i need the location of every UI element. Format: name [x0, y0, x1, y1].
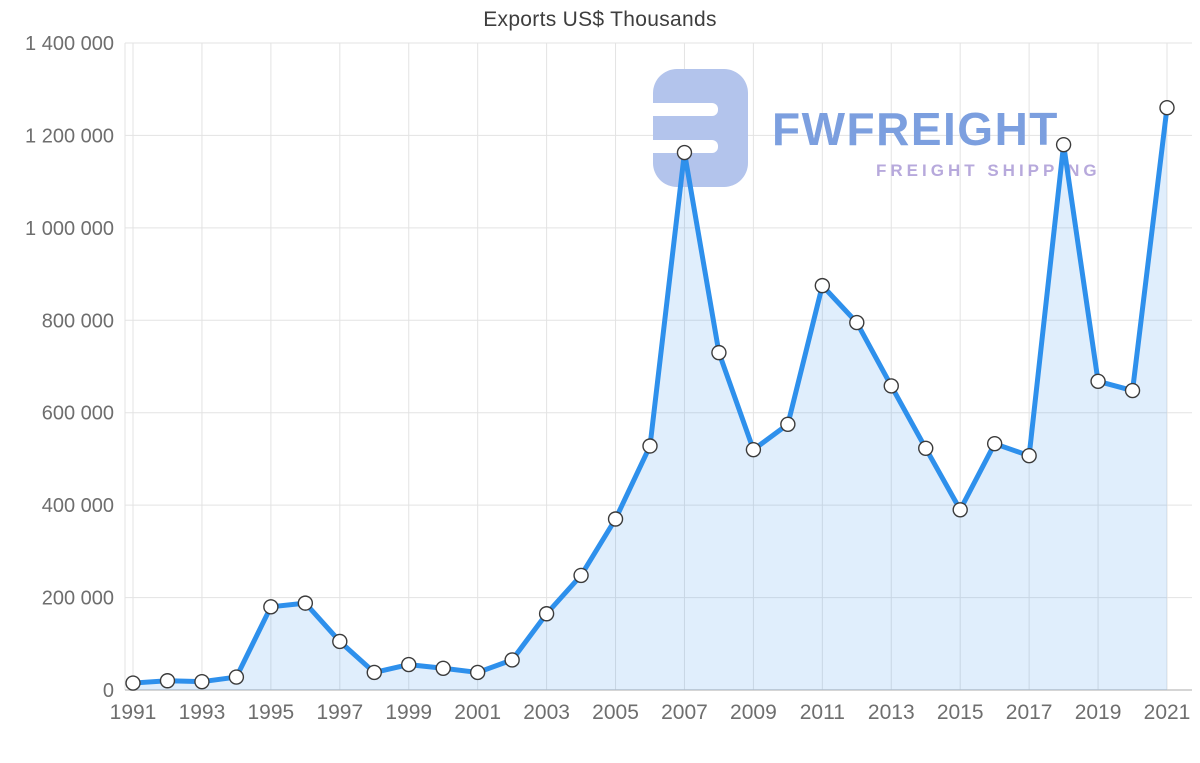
y-tick-label: 400 000 — [42, 495, 114, 517]
x-tick-label: 2021 — [1144, 701, 1191, 724]
x-tick-label: 1997 — [316, 701, 363, 724]
y-tick-label: 0 — [103, 680, 114, 702]
data-point-marker — [297, 595, 314, 611]
data-point-marker — [676, 144, 693, 161]
data-point-marker — [228, 669, 245, 685]
data-point-marker — [780, 416, 796, 432]
x-tick-label: 2003 — [523, 701, 570, 724]
data-point-marker — [1055, 136, 1072, 153]
data-point-marker — [642, 438, 658, 454]
data-point-marker — [1159, 99, 1175, 116]
x-tick-label: 1993 — [179, 701, 226, 724]
data-point-marker — [194, 673, 210, 690]
x-tick-label: 2005 — [592, 701, 639, 724]
data-point-marker — [366, 664, 382, 681]
gridlines — [124, 42, 1192, 691]
data-point-marker — [952, 502, 968, 518]
x-axis-labels: 1991 1993 1995 1997 1999 2001 2003 2005 2007 2009… — [110, 701, 1191, 724]
data-point-marker — [401, 656, 417, 673]
y-tick-label: 1 000 000 — [25, 218, 114, 240]
data-point-marker — [573, 567, 589, 584]
data-point-marker — [332, 633, 348, 650]
x-tick-label: 2019 — [1075, 701, 1122, 724]
chart-title: Exports US$ Thousands — [483, 8, 717, 31]
x-tick-label: 2013 — [868, 701, 915, 724]
watermark-tagline: FREIGHT SHIPPING — [876, 161, 1101, 180]
y-tick-label: 200 000 — [42, 588, 114, 610]
y-axis-labels: 0 200 000 400 000 600 000 800 000 1 000 000 1 … — [25, 33, 114, 702]
data-point-marker — [849, 314, 865, 331]
data-point-marker — [918, 440, 934, 456]
x-tick-label: 2011 — [800, 701, 845, 724]
y-tick-label: 1 400 000 — [25, 33, 114, 55]
data-point-marker — [745, 441, 762, 458]
data-point-marker — [986, 435, 1003, 452]
data-point-marker — [1021, 447, 1037, 464]
data-point-marker — [883, 378, 899, 394]
data-point-marker — [607, 511, 624, 527]
data-point-marker — [125, 675, 141, 691]
y-tick-label: 1 200 000 — [25, 125, 114, 147]
data-point-marker — [1124, 382, 1141, 399]
x-tick-label: 1995 — [248, 701, 295, 724]
x-tick-label: 2017 — [1006, 701, 1053, 724]
y-tick-label: 800 000 — [42, 310, 114, 332]
area-fill — [133, 107, 1167, 690]
data-point-marker — [814, 277, 831, 294]
x-tick-label: 2007 — [661, 701, 708, 724]
watermark-logo-icon — [653, 69, 748, 187]
data-point-marker — [538, 606, 555, 622]
y-tick-label: 600 000 — [42, 403, 114, 425]
x-tick-label: 1991 — [110, 701, 157, 724]
data-point-marker — [504, 652, 520, 668]
data-point-marker — [469, 664, 486, 681]
data-point-marker — [711, 344, 727, 361]
data-point-marker — [1090, 373, 1106, 389]
x-tick-label: 2009 — [730, 701, 777, 724]
x-tick-label: 2015 — [937, 701, 984, 724]
data-point-marker — [435, 660, 451, 676]
x-tick-label: 1999 — [385, 701, 432, 724]
watermark-brand: FWFREIGHT — [772, 103, 1059, 155]
watermark: FWFREIGHT FREIGHT SHIPPING — [646, 69, 1101, 187]
x-tick-label: 2001 — [454, 701, 501, 724]
data-points — [125, 99, 1175, 691]
data-point-marker — [263, 599, 279, 615]
data-point-marker — [159, 673, 176, 689]
